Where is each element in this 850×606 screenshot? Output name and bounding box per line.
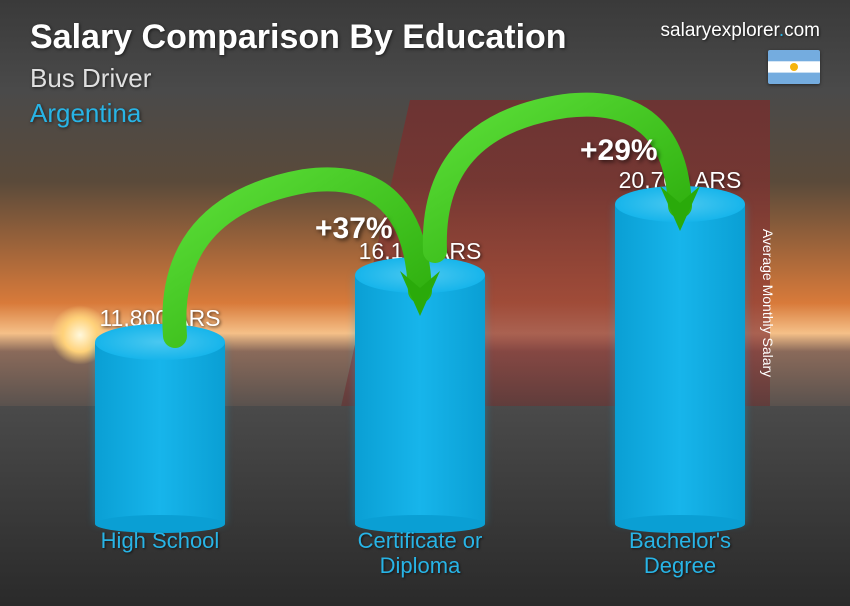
chart-title: Salary Comparison By Education [30,18,567,57]
brand-part1: salaryexplorer [661,20,779,41]
bar-high-school: 11,800 ARS High School [80,342,240,524]
bar-label: Certificate or Diploma [340,528,500,579]
country-flag-icon [768,50,820,84]
bar-chart: 11,800 ARS High School 16,100 ARS Certif… [60,96,790,576]
brand-watermark: salaryexplorer.com [661,20,820,42]
chart-subtitle: Bus Driver [30,63,567,94]
y-axis-label: Average Monthly Salary [760,229,776,377]
bar-label: Bachelor's Degree [600,528,760,579]
header: Salary Comparison By Education Bus Drive… [30,18,567,129]
brand-part2: com [784,20,820,41]
bar-label: High School [80,528,240,553]
percent-increase: +29% [580,134,658,168]
bar-shape [95,342,225,524]
chart-country: Argentina [30,98,567,129]
percent-increase: +37% [315,212,393,246]
increase-arrow-icon [155,166,455,366]
